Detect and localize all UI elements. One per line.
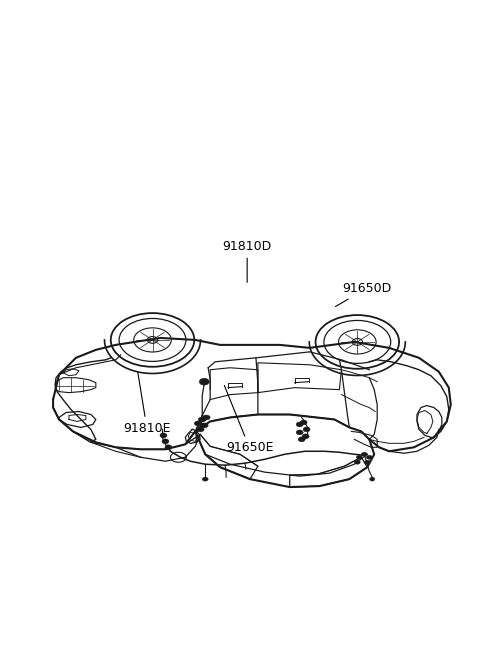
Ellipse shape: [194, 421, 202, 426]
Text: 91810D: 91810D: [223, 240, 272, 282]
Ellipse shape: [196, 427, 204, 432]
Ellipse shape: [296, 430, 303, 435]
Ellipse shape: [354, 460, 360, 464]
Ellipse shape: [202, 477, 208, 481]
Ellipse shape: [300, 420, 307, 425]
Ellipse shape: [356, 455, 362, 459]
Ellipse shape: [296, 422, 303, 427]
Ellipse shape: [165, 445, 172, 450]
Ellipse shape: [162, 439, 169, 444]
Ellipse shape: [302, 434, 309, 439]
Text: 91650E: 91650E: [224, 385, 273, 455]
Ellipse shape: [200, 423, 208, 428]
Ellipse shape: [361, 452, 367, 457]
Ellipse shape: [303, 427, 310, 432]
Ellipse shape: [202, 415, 210, 420]
Ellipse shape: [199, 378, 209, 385]
Ellipse shape: [298, 437, 305, 442]
Ellipse shape: [160, 433, 167, 438]
Text: 91650D: 91650D: [336, 282, 391, 307]
Ellipse shape: [366, 455, 372, 459]
Ellipse shape: [370, 477, 375, 481]
Text: 91810E: 91810E: [123, 373, 171, 435]
Ellipse shape: [198, 417, 206, 422]
Ellipse shape: [364, 460, 370, 464]
